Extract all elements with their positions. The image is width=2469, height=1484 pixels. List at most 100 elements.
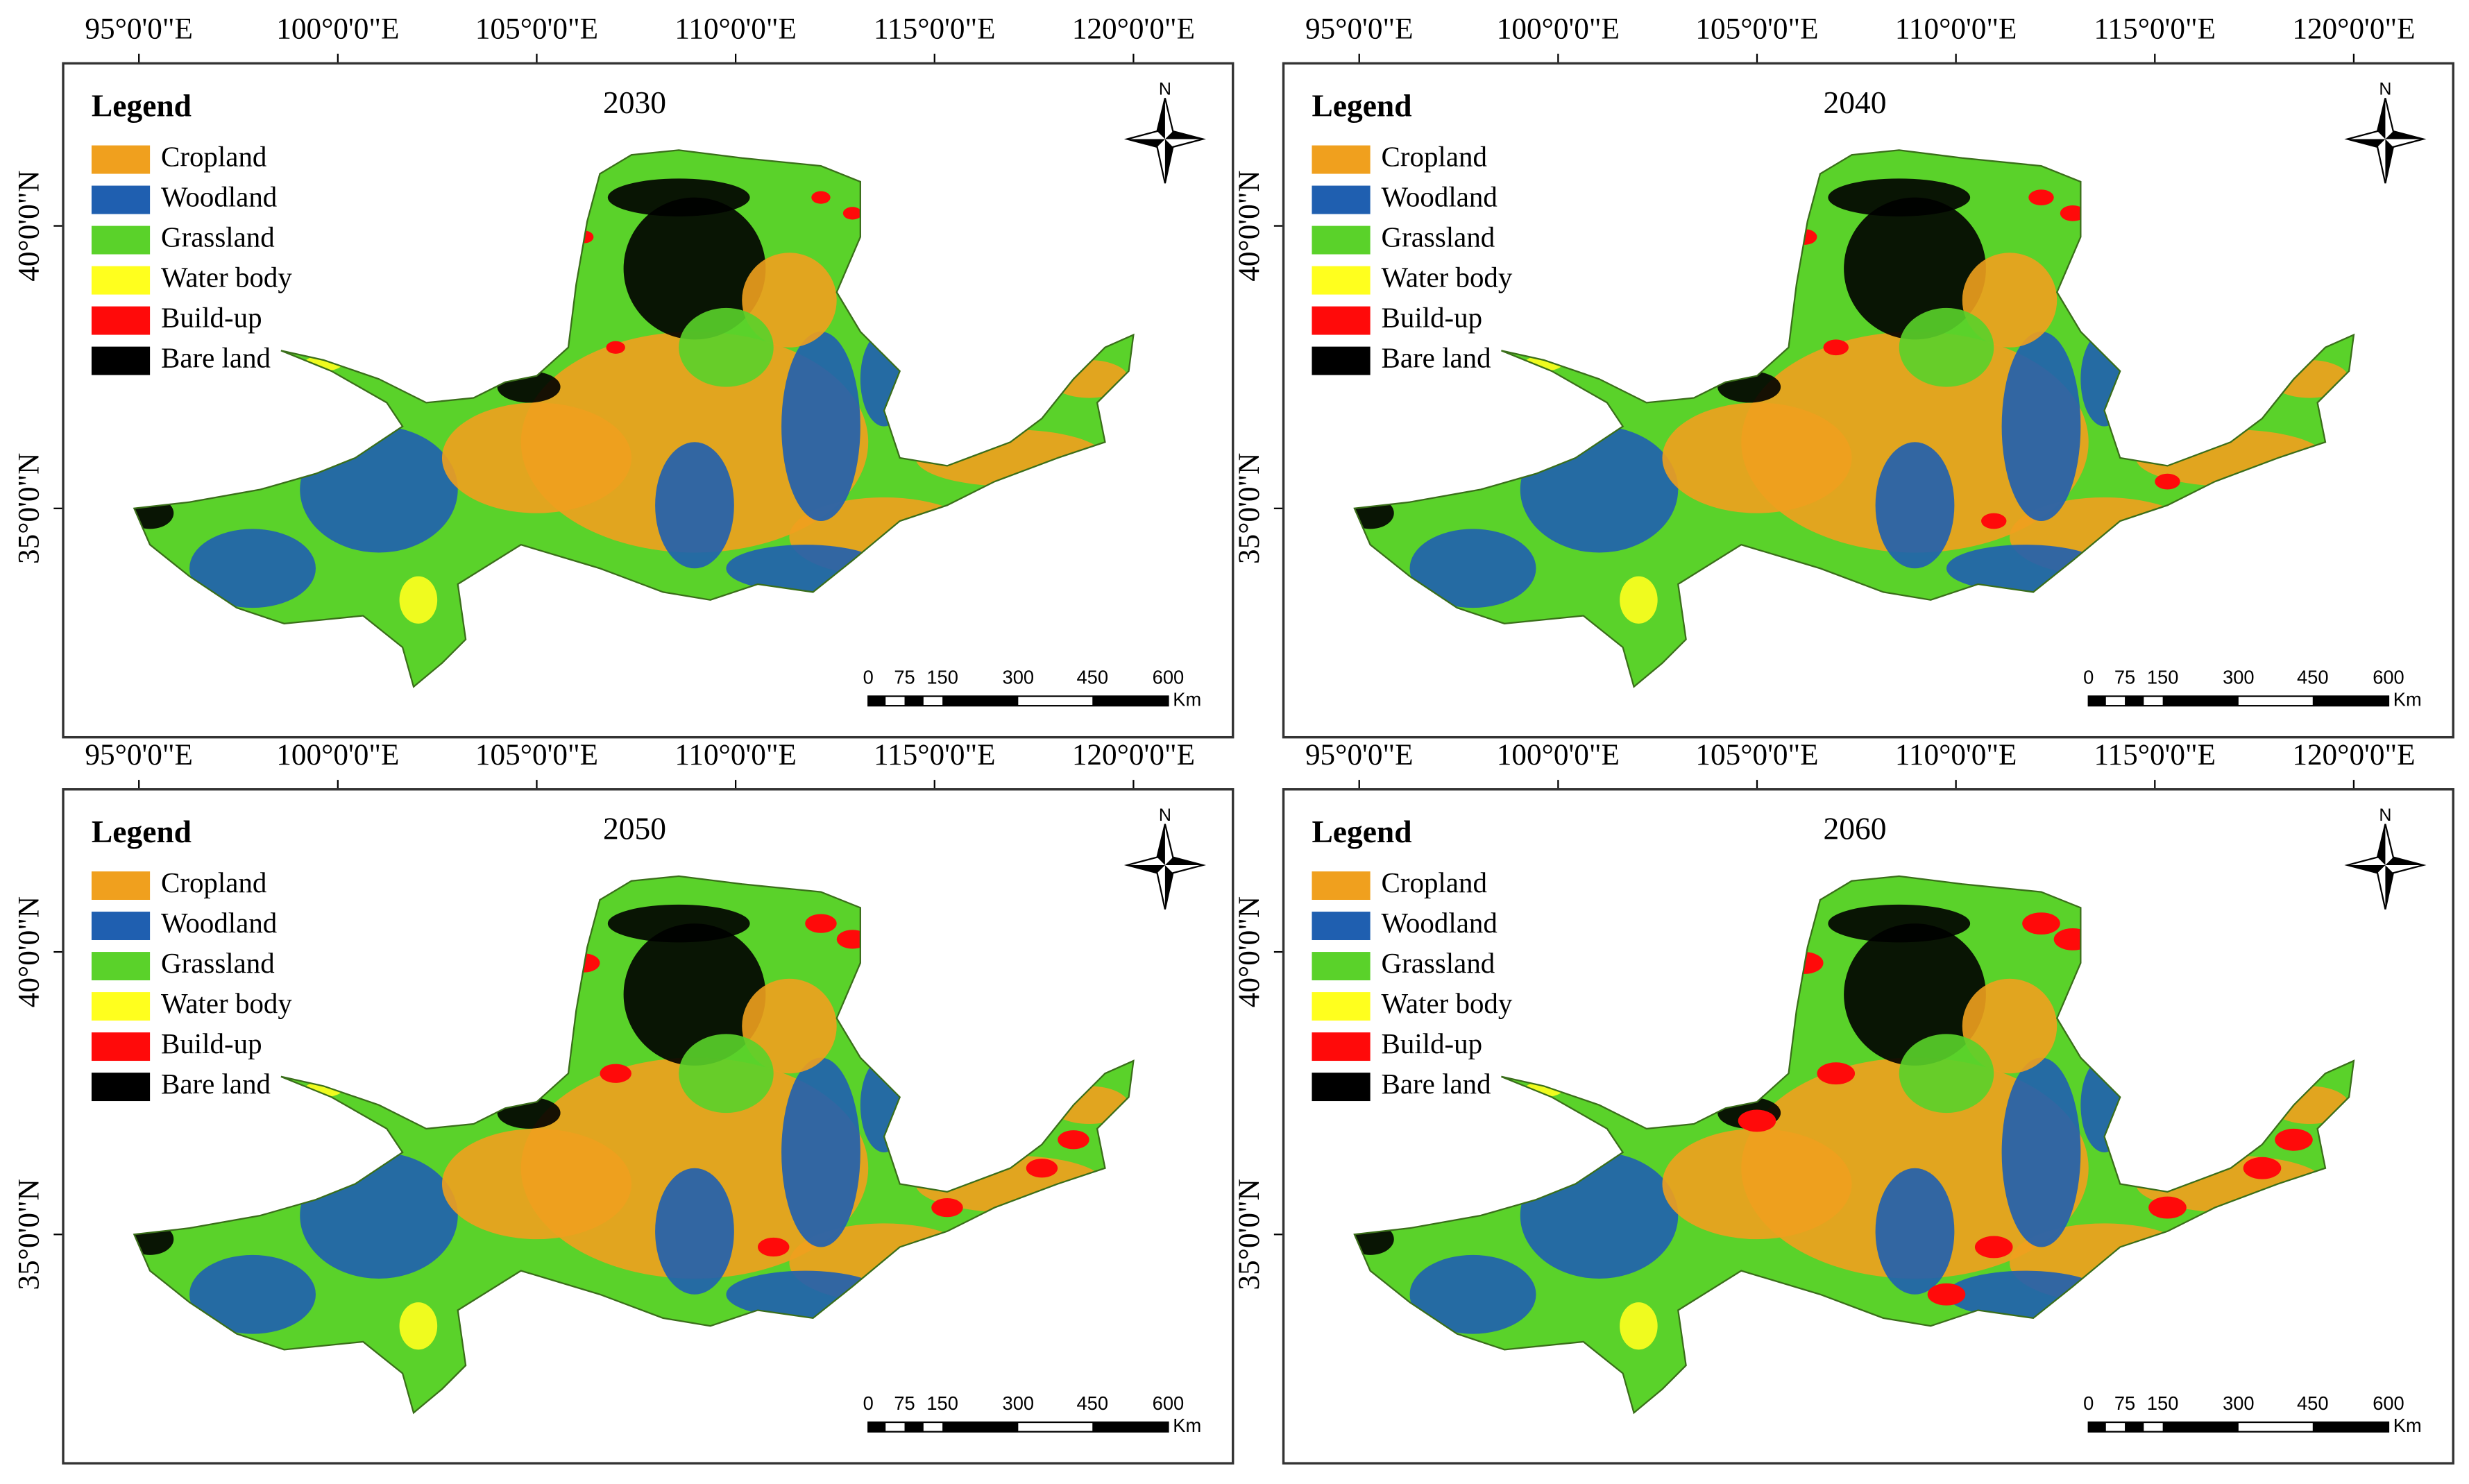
scale-bar-segment bbox=[2125, 1422, 2144, 1432]
legend-label: Water body bbox=[1382, 988, 1513, 1019]
build-up-patch bbox=[1026, 1159, 1058, 1178]
land-cover-patch bbox=[189, 1254, 316, 1334]
scale-bar-segment bbox=[1092, 696, 1169, 706]
legend-swatch bbox=[91, 1073, 151, 1102]
scale-label: 600 bbox=[1153, 667, 1185, 688]
latitude-label: 35°0'0"N bbox=[1232, 453, 1266, 564]
scale-label: 75 bbox=[2114, 667, 2135, 688]
legend-swatch bbox=[1312, 952, 1371, 981]
longitude-label: 105°0'0"E bbox=[1695, 738, 1818, 771]
scale-label: 450 bbox=[2297, 667, 2329, 688]
land-cover-patch bbox=[2001, 332, 2081, 522]
build-up-patch bbox=[1981, 513, 2007, 529]
longitude-label: 115°0'0"E bbox=[874, 738, 996, 771]
legend-label: Build-up bbox=[161, 302, 262, 333]
legend-swatch bbox=[91, 871, 151, 900]
build-up-patch bbox=[842, 207, 863, 220]
north-arrow-fill bbox=[1127, 98, 1203, 184]
land-cover-patch bbox=[623, 923, 766, 1066]
land-cover-patch bbox=[742, 978, 837, 1074]
scale-label: 600 bbox=[2373, 667, 2404, 688]
land-cover-patch bbox=[1409, 529, 1536, 608]
scale-label: 150 bbox=[926, 667, 958, 688]
legend-label: Woodland bbox=[161, 907, 277, 939]
map-panel: Legend Cropland Woodland Grassland Water bod… bbox=[1282, 62, 2454, 739]
build-up-patch bbox=[600, 1064, 631, 1083]
land-cover-patch bbox=[441, 402, 631, 513]
longitude-label: 100°0'0"E bbox=[276, 12, 399, 46]
scale-label: 450 bbox=[2297, 1392, 2329, 1414]
legend-swatch bbox=[1312, 185, 1371, 214]
build-up-patch bbox=[1927, 1283, 1966, 1306]
build-up-patch bbox=[811, 191, 831, 204]
land-cover-patch bbox=[1828, 904, 1971, 943]
basin-outline bbox=[1353, 149, 2355, 688]
build-up-patch bbox=[757, 1237, 790, 1257]
longitude-label: 100°0'0"E bbox=[1497, 738, 1620, 771]
latitude-label: 40°0'0"N bbox=[1232, 170, 1266, 281]
longitude-label: 105°0'0"E bbox=[1695, 12, 1818, 46]
scale-label: 0 bbox=[2083, 1392, 2094, 1414]
legend-swatch bbox=[1312, 346, 1371, 375]
legend-swatch bbox=[91, 185, 151, 214]
legend-label: Build-up bbox=[1382, 1028, 1483, 1059]
land-cover-patch bbox=[1962, 978, 2058, 1074]
legend-label: Bare land bbox=[1382, 342, 1491, 373]
legend-label: Bare land bbox=[161, 342, 271, 373]
land-cover-patch bbox=[520, 1057, 869, 1279]
longitude-label: 105°0'0"E bbox=[475, 738, 598, 771]
scale-label: 75 bbox=[2114, 1392, 2135, 1414]
map-year: 2040 bbox=[1824, 85, 1887, 120]
longitude-label: 115°0'0"E bbox=[874, 12, 996, 46]
legend-label: Water body bbox=[161, 988, 292, 1019]
land-cover-patch bbox=[655, 1168, 734, 1295]
scale-bar-segment bbox=[942, 696, 1019, 706]
scale-bar-segment bbox=[2162, 1422, 2239, 1432]
build-up-patch bbox=[2155, 473, 2180, 490]
land-cover-patch bbox=[1620, 576, 1658, 624]
longitude-label: 110°0'0"E bbox=[674, 12, 797, 46]
longitude-label: 110°0'0"E bbox=[674, 738, 797, 771]
scale-label: 300 bbox=[2223, 667, 2255, 688]
longitude-label: 105°0'0"E bbox=[475, 12, 598, 46]
scale-bar-segment bbox=[942, 1422, 1019, 1432]
north-label: N bbox=[2379, 805, 2391, 825]
land-cover-patch bbox=[1899, 307, 1994, 387]
legend-swatch bbox=[91, 306, 151, 335]
build-up-patch bbox=[1817, 1062, 1856, 1085]
north-label: N bbox=[1159, 80, 1171, 99]
scale-label: 75 bbox=[894, 667, 915, 688]
legend-label: Grassland bbox=[161, 221, 275, 253]
legend-swatch bbox=[1312, 145, 1371, 174]
build-up-patch bbox=[1058, 1130, 1089, 1150]
longitude-label: 120°0'0"E bbox=[1072, 12, 1195, 46]
north-arrow-fill bbox=[1127, 824, 1203, 910]
build-up-patch bbox=[2275, 1128, 2313, 1151]
land-cover-patch bbox=[399, 576, 438, 624]
longitude-label: 120°0'0"E bbox=[2292, 12, 2415, 46]
longitude-label: 115°0'0"E bbox=[2094, 12, 2216, 46]
scale-unit: Km bbox=[1173, 1415, 1201, 1436]
scale-bar-segment bbox=[2162, 696, 2239, 706]
scale-label: 0 bbox=[863, 1392, 874, 1414]
land-cover-patch bbox=[1962, 253, 2058, 348]
scale-bar-segment bbox=[2312, 696, 2389, 706]
legend-label: Grassland bbox=[1382, 948, 1495, 979]
land-cover-patch bbox=[781, 1057, 860, 1247]
build-up-patch bbox=[606, 341, 625, 354]
scale-label: 150 bbox=[2147, 667, 2179, 688]
longitude-label: 95°0'0"E bbox=[85, 738, 193, 771]
scale-label: 0 bbox=[2083, 667, 2094, 688]
land-cover-patch bbox=[1844, 923, 1986, 1066]
legend-label: Build-up bbox=[161, 1028, 262, 1059]
longitude-label: 115°0'0"E bbox=[2094, 738, 2216, 771]
longitude-label: 100°0'0"E bbox=[1497, 12, 1620, 46]
scale-bar-segment bbox=[868, 1422, 886, 1432]
land-cover-patch bbox=[189, 529, 316, 608]
legend-swatch bbox=[91, 1032, 151, 1061]
longitude-label: 95°0'0"E bbox=[1305, 738, 1414, 771]
map-year: 2060 bbox=[1824, 811, 1887, 846]
scale-unit: Km bbox=[2393, 1415, 2422, 1436]
legend-label: Woodland bbox=[1382, 181, 1497, 212]
legend-swatch bbox=[1312, 871, 1371, 900]
